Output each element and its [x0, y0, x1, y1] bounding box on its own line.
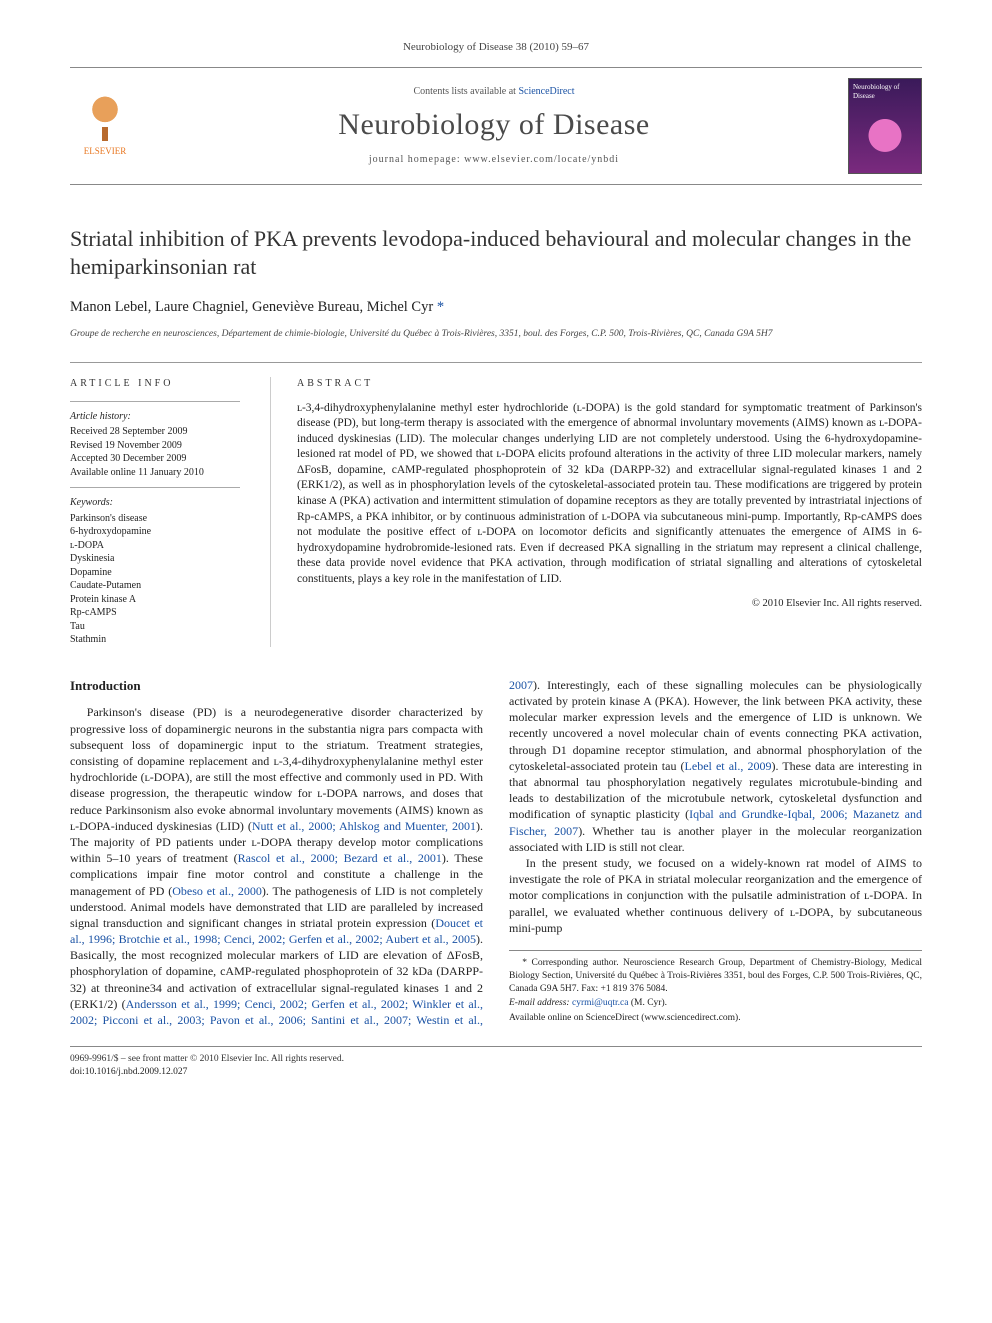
authors-text: Manon Lebel, Laure Chagniel, Geneviève B… — [70, 299, 433, 315]
journal-masthead: ELSEVIER Contents lists available at Sci… — [70, 67, 922, 185]
article-history-label: Article history: — [70, 410, 240, 424]
history-online: Available online 11 January 2010 — [70, 466, 240, 480]
publisher-name: ELSEVIER — [84, 145, 127, 157]
contents-available-line: Contents lists available at ScienceDirec… — [154, 85, 834, 99]
journal-homepage: journal homepage: www.elsevier.com/locat… — [154, 153, 834, 167]
history-received: Received 28 September 2009 — [70, 425, 240, 439]
email-line: E-mail address: cyrmi@uqtr.ca (M. Cyr). — [509, 997, 922, 1010]
author-list: Manon Lebel, Laure Chagniel, Geneviève B… — [70, 298, 922, 318]
history-accepted: Accepted 30 December 2009 — [70, 452, 240, 466]
citation-link[interactable]: Obeso et al., 2000 — [172, 884, 262, 898]
citation-link[interactable]: Lebel et al., 2009 — [685, 759, 772, 773]
footnotes: * Corresponding author. Neuroscience Res… — [509, 950, 922, 1025]
abstract-block: abstract ʟ-3,4-dihydroxyphenylalanine me… — [270, 377, 922, 647]
keyword: 6-hydroxydopamine — [70, 525, 240, 539]
journal-name: Neurobiology of Disease — [154, 105, 834, 146]
intro-paragraph-3: In the present study, we focused on a wi… — [509, 855, 922, 936]
history-revised: Revised 19 November 2009 — [70, 439, 240, 453]
issn-line: 0969-9961/$ – see front matter © 2010 El… — [70, 1053, 922, 1066]
article-info-heading: article info — [70, 377, 240, 391]
journal-cover-thumbnail: Neurobiology of Disease — [848, 78, 922, 174]
citation-link[interactable]: Rascol et al., 2000; Bezard et al., 2001 — [238, 851, 442, 865]
running-header: Neurobiology of Disease 38 (2010) 59–67 — [70, 40, 922, 55]
keyword: Caudate-Putamen — [70, 579, 240, 593]
doi-line: doi:10.1016/j.nbd.2009.12.027 — [70, 1066, 922, 1079]
abstract-heading: abstract — [297, 377, 922, 391]
keywords-label: Keywords: — [70, 496, 240, 510]
masthead-center: Contents lists available at ScienceDirec… — [154, 85, 834, 167]
cover-title: Neurobiology of Disease — [853, 83, 917, 102]
keyword: Stathmin — [70, 633, 240, 647]
keyword: ʟ-DOPA — [70, 539, 240, 553]
abstract-copyright: © 2010 Elsevier Inc. All rights reserved… — [297, 597, 922, 611]
elsevier-logo: ELSEVIER — [70, 86, 140, 166]
email-link[interactable]: cyrmi@uqtr.ca — [572, 998, 629, 1008]
keyword: Protein kinase A — [70, 593, 240, 607]
article-body: Introduction Parkinson's disease (PD) is… — [70, 677, 922, 1028]
email-suffix: (M. Cyr). — [628, 998, 667, 1008]
corresponding-author-note: * Corresponding author. Neuroscience Res… — [509, 957, 922, 995]
keyword: Parkinson's disease — [70, 512, 240, 526]
article-info-block: article info Article history: Received 2… — [70, 377, 240, 647]
keyword: Dyskinesia — [70, 552, 240, 566]
citation-link[interactable]: Nutt et al., 2000; Ahlskog and Muenter, … — [252, 819, 476, 833]
citation-link[interactable]: al., 1998; Cenci, 2002; Gerfen et al., 2… — [175, 932, 476, 946]
sciencedirect-link[interactable]: ScienceDirect — [518, 86, 574, 97]
affiliation: Groupe de recherche en neurosciences, Dé… — [70, 328, 922, 341]
page-footer: 0969-9961/$ – see front matter © 2010 El… — [70, 1046, 922, 1079]
info-abstract-row: article info Article history: Received 2… — [70, 362, 922, 647]
introduction-heading: Introduction — [70, 677, 483, 695]
cover-image-icon — [853, 108, 917, 169]
elsevier-tree-icon — [82, 95, 128, 141]
contents-pre: Contents lists available at — [413, 86, 518, 97]
abstract-text: ʟ-3,4-dihydroxyphenylalanine methyl este… — [297, 401, 922, 587]
keyword: Dopamine — [70, 566, 240, 580]
article-title: Striatal inhibition of PKA prevents levo… — [70, 225, 922, 282]
p1-a: Parkinson's disease (PD) is a neurodegen… — [70, 705, 483, 832]
corresponding-mark: * — [437, 299, 444, 315]
email-label: E-mail address: — [509, 998, 572, 1008]
keyword: Tau — [70, 620, 240, 634]
available-online-note: Available online on ScienceDirect (www.s… — [509, 1012, 922, 1025]
keyword: Rp-cAMPS — [70, 606, 240, 620]
